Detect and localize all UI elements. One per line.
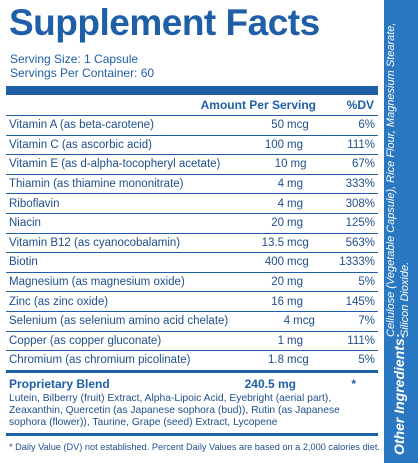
nutrient-amount: 1.8 mcg <box>210 354 322 366</box>
serving-size: Serving Size: 1 Capsule <box>10 52 139 66</box>
nutrient-amount-unit: mg <box>287 178 303 191</box>
nutrient-dv: 5% <box>358 276 375 289</box>
nutrient-row: Magnesium (as magnesium oxide) 20 mg 5% <box>6 271 378 292</box>
amount-header: Amount Per Serving <box>200 98 316 112</box>
nutrient-amount: 4 mg <box>210 178 322 190</box>
nutrient-name: Vitamin C (as ascorbic acid) <box>9 138 152 151</box>
nutrient-row: Thiamin (as thiamine mononitrate) 4 mg 333% <box>6 173 378 194</box>
nutrient-amount: 4 mcg <box>228 315 328 327</box>
divider-thick <box>6 86 378 95</box>
nutrient-amount-value: 10 <box>274 158 288 171</box>
nutrient-amount-value: 4 <box>277 197 284 210</box>
nutrient-amount-unit: mcg <box>287 236 309 249</box>
nutrient-amount-value: 50 <box>271 119 284 132</box>
nutrient-row: Biotin 400 mcg 1333% <box>6 252 378 272</box>
dv-header: %DV <box>346 98 374 112</box>
nutrient-name: Zinc (as zinc oxide) <box>9 295 109 308</box>
divider-thin <box>6 369 378 373</box>
nutrient-row: Vitamin A (as beta-carotene) 50 mcg 6% <box>6 115 378 135</box>
nutrient-amount-value: 100 <box>264 138 284 151</box>
other-ingredients-label: Other Ingredients: <box>391 333 407 455</box>
nutrient-amount-value: 20 <box>271 276 284 289</box>
nutrient-name: Magnesium (as magnesium oxide) <box>9 276 185 289</box>
nutrient-amount-value: 4 <box>283 315 291 328</box>
nutrient-row: Vitamin B12 (as cyanocobalamin) 13.5 mcg 56… <box>6 232 378 253</box>
nutrient-row: Zinc (as zinc oxide) 16 mg 145% <box>6 291 378 311</box>
nutrient-row: Copper (as copper gluconate) 1 mg 111% <box>6 330 378 351</box>
proprietary-blend-dv: * <box>351 377 356 392</box>
nutrient-amount-unit: mg <box>287 197 303 210</box>
nutrient-amount-unit: mcg <box>287 256 309 269</box>
nutrient-dv: 125% <box>345 217 375 230</box>
other-ingredients: Other Ingredients: Cellulose (Vegetable … <box>384 15 418 455</box>
nutrient-dv: 111% <box>347 138 375 151</box>
proprietary-blend-ingredients: Lutein, Bilberry (fruit) Extract, Alpha-… <box>9 392 340 429</box>
nutrient-amount-unit: mg <box>287 276 303 289</box>
nutrient-amount: 50 mcg <box>210 119 322 131</box>
proprietary-blend-row: Proprietary Blend 240.5 mg * <box>6 376 378 393</box>
nutrient-amount-value: 1 <box>277 334 284 347</box>
nutrient-dv: 7% <box>358 315 375 328</box>
nutrient-row: Vitamin C (as ascorbic acid) 100 mg 111% <box>6 134 378 155</box>
nutrient-amount-value: 4 <box>277 178 284 191</box>
nutrient-amount-unit: mg <box>290 158 307 171</box>
nutrient-name: Vitamin E (as d-alpha-tocopheryl acetate… <box>9 158 221 171</box>
proprietary-blend-name: Proprietary Blend <box>9 377 110 392</box>
nutrient-name: Vitamin A (as beta-carotene) <box>9 119 154 132</box>
nutrient-amount: 16 mg <box>210 296 322 308</box>
nutrient-amount-unit: mg <box>287 295 303 308</box>
nutrient-amount-value: 20 <box>271 217 284 230</box>
nutrient-amount: 100 mg <box>210 139 322 151</box>
nutrient-dv: 5% <box>358 354 375 367</box>
nutrient-row: Niacin 20 mg 125% <box>6 212 378 233</box>
nutrient-amount: 1 mg <box>210 335 322 347</box>
nutrient-amount-unit: mg <box>287 138 303 151</box>
nutrient-row: Riboflavin 4 mg 308% <box>6 193 378 213</box>
nutrient-name: Selenium (as selenium amino acid chelate… <box>9 315 229 328</box>
other-ingredients-strip: Other Ingredients: Cellulose (Vegetable … <box>384 0 418 463</box>
nutrient-name: Chromium (as chromium picolinate) <box>9 354 191 367</box>
nutrient-amount: 20 mg <box>210 217 322 229</box>
nutrient-row: Selenium (as selenium amino acid chelate… <box>6 310 378 331</box>
nutrient-amount-value: 16 <box>271 295 284 308</box>
column-header-row: Amount Per Serving %DV <box>6 95 378 115</box>
nutrient-dv: 6% <box>358 119 375 132</box>
nutrient-table: Vitamin A (as beta-carotene) 50 mcg 6% Vitam… <box>6 115 378 370</box>
other-ingredients-text: Cellulose (Vegetable Capsule), Rice Flou… <box>385 22 411 337</box>
nutrient-dv: 308% <box>345 197 375 210</box>
nutrient-amount: 20 mg <box>210 276 322 288</box>
nutrient-amount-unit: mcg <box>293 315 315 328</box>
nutrient-amount-unit: mcg <box>287 119 309 132</box>
nutrient-amount-value: 1.8 <box>268 354 284 367</box>
nutrient-row: Chromium (as chromium picolinate) 1.8 mcg 5… <box>6 350 378 370</box>
nutrient-name: Niacin <box>9 217 41 230</box>
proprietary-blend-amount: 240.5 mg <box>244 377 296 392</box>
footnote: * Daily Value (DV) not established. Perc… <box>9 442 380 453</box>
nutrient-name: Copper (as copper gluconate) <box>9 334 162 347</box>
nutrient-dv: 1333% <box>339 256 375 269</box>
nutrient-dv: 333% <box>345 178 375 191</box>
nutrient-amount-unit: mg <box>287 217 303 230</box>
nutrient-name: Biotin <box>9 256 38 269</box>
nutrient-amount-value: 13.5 <box>261 236 284 249</box>
panel-title: Supplement Facts <box>9 2 320 43</box>
nutrient-name: Vitamin B12 (as cyanocobalamin) <box>9 236 181 249</box>
nutrient-name: Thiamin (as thiamine mononitrate) <box>9 178 184 191</box>
nutrient-amount: 4 mg <box>210 198 322 210</box>
nutrient-amount-value: 400 <box>264 256 284 269</box>
nutrient-amount-unit: mg <box>287 334 303 347</box>
nutrient-amount-unit: mcg <box>287 354 309 367</box>
nutrient-dv: 145% <box>345 295 375 308</box>
nutrient-dv: 67% <box>351 158 375 171</box>
divider-bottom <box>6 433 378 437</box>
nutrient-dv: 111% <box>347 334 375 347</box>
nutrient-dv: 563% <box>345 236 375 249</box>
nutrient-amount: 10 mg <box>220 158 325 170</box>
nutrient-amount: 400 mcg <box>210 256 322 268</box>
nutrient-name: Riboflavin <box>9 197 60 210</box>
nutrient-amount: 13.5 mcg <box>210 237 322 249</box>
supplement-facts-panel: Supplement Facts Serving Size: 1 Capsule… <box>0 0 384 463</box>
servings-per-container: Servings Per Container: 60 <box>10 66 155 80</box>
nutrient-row: Vitamin E (as d-alpha-tocopheryl acetate… <box>6 154 378 174</box>
